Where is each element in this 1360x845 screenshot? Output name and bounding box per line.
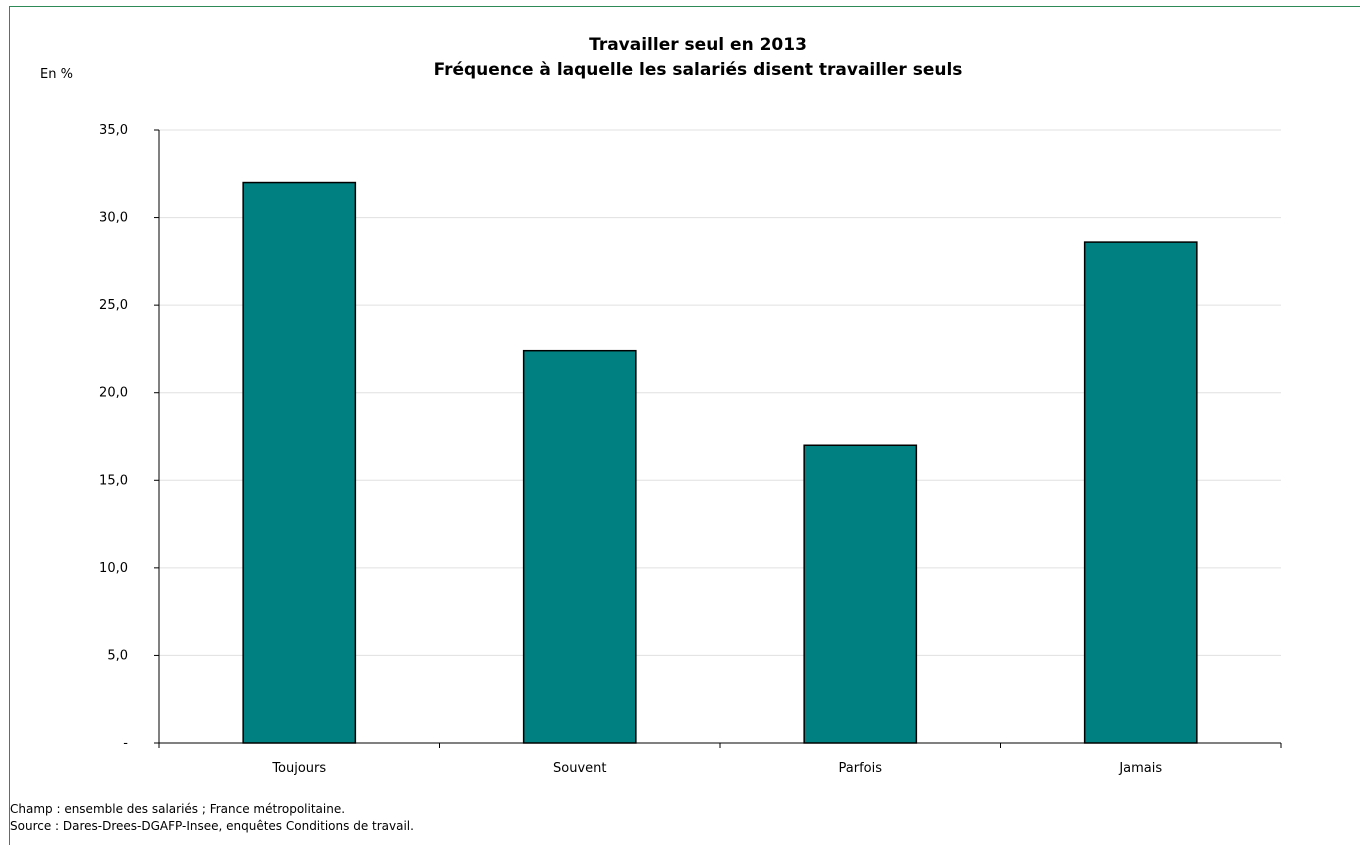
x-category-label: Souvent bbox=[553, 761, 606, 776]
bar-jamais bbox=[1083, 241, 1198, 744]
y-tick-label: 30,0 bbox=[99, 211, 128, 226]
y-tick-label: - bbox=[123, 736, 128, 751]
y-tick-label: 10,0 bbox=[99, 561, 128, 576]
y-tick-label: 15,0 bbox=[99, 473, 128, 488]
x-category-label: Jamais bbox=[1118, 761, 1162, 776]
bars bbox=[242, 181, 1198, 744]
y-tick-label: 5,0 bbox=[107, 648, 128, 663]
champ-note: Champ : ensemble des salariés ; France m… bbox=[10, 802, 346, 816]
x-category-labels: Toujours Souvent Parfois Jamais bbox=[271, 761, 1162, 776]
y-axis-unit-label: En % bbox=[40, 67, 73, 82]
x-category-label: Parfois bbox=[839, 761, 883, 776]
y-tick-label: 20,0 bbox=[99, 386, 128, 401]
chart-notes: Champ : ensemble des salariés ; France m… bbox=[10, 801, 414, 835]
y-tick-label: 35,0 bbox=[99, 123, 128, 138]
chart-title: Travailler seul en 2013 bbox=[589, 35, 807, 55]
chart-frame bbox=[9, 6, 1360, 845]
bar-toujours bbox=[242, 181, 357, 744]
chart: Travailler seul en 2013 Fréquence à laqu… bbox=[40, 35, 1282, 776]
axes bbox=[154, 129, 1282, 748]
x-category-label: Toujours bbox=[271, 761, 326, 776]
chart-subtitle: Fréquence à laquelle les salariés disent… bbox=[434, 60, 963, 80]
y-tick-label: 25,0 bbox=[99, 298, 128, 313]
bar-parfois bbox=[803, 444, 918, 744]
bar-souvent bbox=[522, 349, 637, 744]
y-tick-labels: - 5,0 10,0 15,0 20,0 25,0 30,0 35,0 bbox=[99, 123, 128, 751]
source-note: Source : Dares-Drees-DGAFP-Insee, enquêt… bbox=[10, 819, 414, 833]
